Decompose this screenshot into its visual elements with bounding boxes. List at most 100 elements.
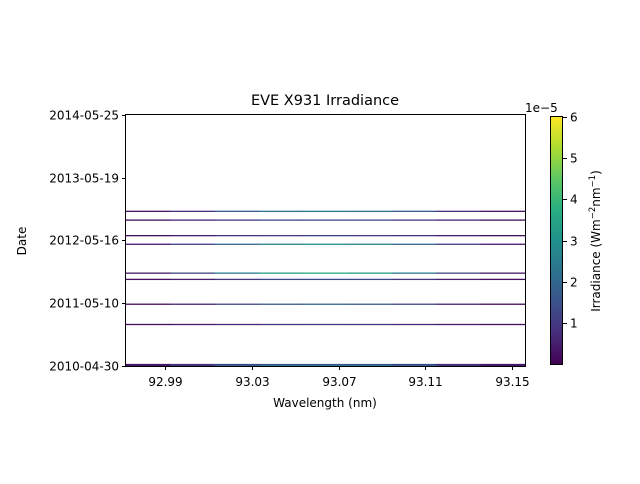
spectrum-cell xyxy=(303,303,349,305)
spectrum-cell xyxy=(259,210,304,212)
y-tick-label: 2012-05-16 xyxy=(49,234,119,248)
spectrum-cell xyxy=(347,303,393,305)
spectrum-cell xyxy=(480,219,526,221)
spectrum-cell xyxy=(392,363,437,366)
spectrum-row xyxy=(126,210,526,212)
spectrum-cell xyxy=(392,243,437,245)
colorbar xyxy=(550,116,563,365)
spectrum-cell xyxy=(126,278,171,281)
spectrum-cell xyxy=(259,235,304,237)
colorbar-scale-label: 1e−5 xyxy=(525,101,558,115)
spectrum-cell xyxy=(480,272,526,274)
spectrum-cell xyxy=(436,323,482,326)
spectrum-cell xyxy=(436,243,482,245)
spectrum-cell xyxy=(259,363,304,366)
spectrum-cell xyxy=(347,278,393,281)
colorbar-label-mid: nm xyxy=(589,187,603,206)
spectrum-cell xyxy=(347,272,393,274)
spectrum-cell xyxy=(347,235,393,237)
spectrum-row xyxy=(126,363,526,366)
spectrum-cell xyxy=(214,363,260,366)
x-axis-label: Wavelength (nm) xyxy=(273,396,377,410)
spectrum-cell xyxy=(347,323,393,326)
spectrum-cell xyxy=(392,235,437,237)
spectrum-cell xyxy=(303,278,349,281)
spectrum-cell xyxy=(347,219,393,221)
spectrum-row xyxy=(126,243,526,245)
spectrum-cell xyxy=(170,210,216,212)
chart-title: EVE X931 Irradiance xyxy=(251,93,399,109)
colorbar-tick-label: 4 xyxy=(570,193,578,207)
spectrum-cell xyxy=(126,235,171,237)
spectrum-cell xyxy=(126,272,171,274)
x-tick-label: 92.99 xyxy=(148,375,182,389)
spectrum-cell xyxy=(392,323,437,326)
spectrum-cell xyxy=(170,278,216,281)
x-tick-label: 93.11 xyxy=(408,375,442,389)
spectrum-cell xyxy=(392,210,437,212)
spectrum-cell xyxy=(303,235,349,237)
spectrum-cell xyxy=(303,323,349,326)
spectrum-row xyxy=(126,219,526,221)
spectrum-cell xyxy=(480,243,526,245)
spectrum-cell xyxy=(259,303,304,305)
spectrum-cell xyxy=(126,363,171,366)
colorbar-tick-label: 5 xyxy=(570,152,578,166)
spectrum-cell xyxy=(480,303,526,305)
spectrum-cell xyxy=(436,219,482,221)
x-tick-label: 93.07 xyxy=(322,375,356,389)
spectrum-cell xyxy=(126,303,171,305)
y-axis-label: Date xyxy=(15,227,29,256)
x-tick-label: 93.15 xyxy=(495,375,529,389)
spectrum-cell xyxy=(126,210,171,212)
heatmap-area xyxy=(126,210,526,367)
spectrum-cell xyxy=(170,243,216,245)
spectrum-row xyxy=(126,272,526,274)
spectrum-cell xyxy=(259,272,304,274)
spectrum-cell xyxy=(214,210,260,212)
spectrum-cell xyxy=(126,323,171,326)
spectrum-cell xyxy=(259,323,304,326)
y-tick-label: 2010-04-30 xyxy=(49,360,119,374)
colorbar-label: Irradiance (Wm−2nm−1) xyxy=(588,170,603,312)
spectrum-cell xyxy=(170,363,216,366)
spectrum-cell xyxy=(303,219,349,221)
y-tick-label: 2011-05-10 xyxy=(49,297,119,311)
spectrum-cell xyxy=(214,219,260,221)
colorbar-ticks: 1 2 3 4 5 6 xyxy=(563,111,578,331)
spectrum-cell xyxy=(392,278,437,281)
spectrum-cell xyxy=(392,219,437,221)
spectrum-cell xyxy=(126,219,171,221)
spectrum-cell xyxy=(259,278,304,281)
colorbar-tick-label: 1 xyxy=(570,317,578,331)
spectrum-cell xyxy=(480,363,526,366)
x-axis: 92.99 93.03 93.07 93.11 93.15 xyxy=(148,366,530,389)
spectrum-cell xyxy=(214,278,260,281)
colorbar-label-sup1: −2 xyxy=(588,207,598,220)
spectrum-row xyxy=(126,235,526,237)
y-axis: 2010-04-30 2011-05-10 2012-05-16 2013-05-19… xyxy=(49,109,126,374)
colorbar-label-main: Irradiance (Wm xyxy=(589,219,603,312)
spectrum-cell xyxy=(303,210,349,212)
spectrum-cell xyxy=(436,303,482,305)
spectrum-cell xyxy=(347,210,393,212)
spectrum-cell xyxy=(259,243,304,245)
spectrum-cell xyxy=(436,272,482,274)
spectrum-cell xyxy=(214,235,260,237)
spectrum-cell xyxy=(126,243,171,245)
spectrum-cell xyxy=(480,278,526,281)
spectrum-cell xyxy=(214,243,260,245)
spectrum-cell xyxy=(303,243,349,245)
spectrum-cell xyxy=(214,323,260,326)
spectrum-cell xyxy=(480,323,526,326)
spectrum-cell xyxy=(480,235,526,237)
spectrum-cell xyxy=(436,210,482,212)
y-tick-label: 2014-05-25 xyxy=(49,109,119,123)
spectrum-cell xyxy=(170,219,216,221)
spectrum-row xyxy=(126,278,526,281)
spectrum-cell xyxy=(170,235,216,237)
colorbar-tick-label: 2 xyxy=(570,276,578,290)
spectrum-cell xyxy=(347,363,393,366)
